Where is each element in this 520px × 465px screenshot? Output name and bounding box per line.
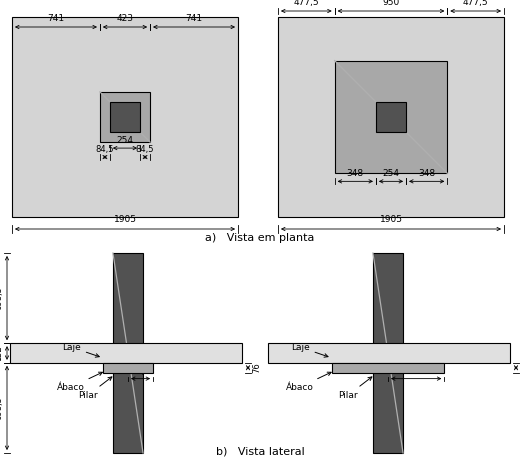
Text: 698,5: 698,5 bbox=[0, 396, 3, 420]
Text: 84,5: 84,5 bbox=[136, 145, 154, 153]
Bar bbox=[113, 253, 143, 453]
Text: Ábaco: Ábaco bbox=[57, 372, 102, 392]
Text: 348: 348 bbox=[418, 169, 435, 178]
Bar bbox=[278, 17, 504, 217]
Bar bbox=[103, 363, 153, 372]
Text: Pilar: Pilar bbox=[79, 377, 112, 399]
Text: 477,5: 477,5 bbox=[293, 0, 319, 7]
Text: 152: 152 bbox=[0, 345, 3, 361]
Bar bbox=[10, 343, 242, 363]
Text: 741: 741 bbox=[186, 14, 203, 24]
Bar bbox=[110, 102, 140, 132]
Bar bbox=[100, 92, 150, 142]
Bar bbox=[12, 17, 238, 217]
Bar bbox=[373, 253, 403, 453]
Text: 477,5: 477,5 bbox=[463, 0, 488, 7]
Text: 1905: 1905 bbox=[380, 215, 402, 225]
Text: 76: 76 bbox=[252, 362, 261, 373]
Text: 254: 254 bbox=[383, 169, 399, 178]
Text: 1905: 1905 bbox=[113, 215, 136, 225]
Text: 348: 348 bbox=[347, 169, 364, 178]
Bar bbox=[332, 363, 445, 372]
Text: 84,5: 84,5 bbox=[96, 145, 114, 153]
Text: b)   Vista lateral: b) Vista lateral bbox=[216, 447, 304, 457]
Text: a)   Vista em planta: a) Vista em planta bbox=[205, 233, 315, 243]
Text: 950: 950 bbox=[382, 0, 400, 7]
Text: Ábaco: Ábaco bbox=[286, 372, 331, 392]
Text: 348: 348 bbox=[408, 367, 424, 376]
Text: 423: 423 bbox=[116, 14, 134, 24]
Bar bbox=[376, 102, 406, 132]
Text: Laje: Laje bbox=[291, 343, 328, 357]
Text: 84,5: 84,5 bbox=[131, 367, 150, 376]
Text: Pilar: Pilar bbox=[339, 377, 372, 399]
Bar bbox=[335, 60, 447, 173]
Bar bbox=[268, 343, 510, 363]
Text: 698,5: 698,5 bbox=[0, 286, 3, 310]
Text: 254: 254 bbox=[116, 136, 134, 145]
Text: Laje: Laje bbox=[62, 343, 99, 357]
Text: 741: 741 bbox=[47, 14, 64, 24]
